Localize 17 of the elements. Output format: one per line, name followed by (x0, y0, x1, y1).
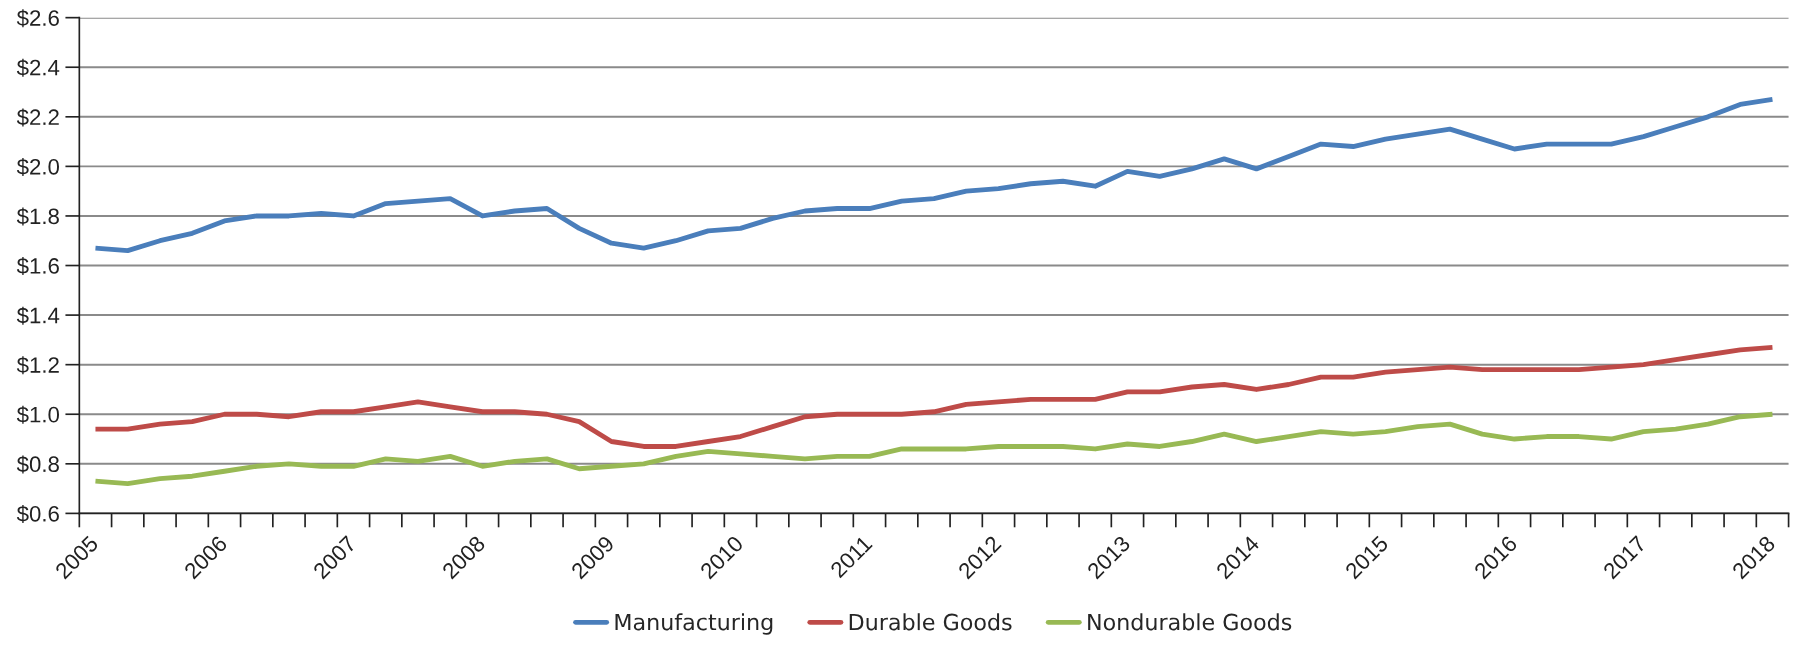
y-tick-label: $2.4 (16, 58, 60, 77)
legend-label: Nondurable Goods (1088, 613, 1292, 631)
line-series (93, 344, 1775, 449)
y-tick-label: $0.8 (16, 455, 59, 474)
y-tick-label: $1.4 (16, 306, 60, 325)
y-tick-label: $2.2 (16, 108, 59, 127)
y-tick-label: $1.8 (16, 207, 59, 226)
y-tick-label: $2.6 (16, 9, 59, 28)
line-series (93, 411, 1775, 487)
y-tick-label: $2.0 (16, 157, 60, 176)
line-series (93, 97, 1775, 254)
legend-label: Durable Goods (849, 613, 1012, 631)
y-tick-label: $1.0 (16, 405, 60, 424)
y-tick-label: $0.6 (16, 504, 59, 523)
y-tick-label: $1.2 (16, 356, 59, 375)
legend-label: Manufacturing (615, 613, 773, 635)
y-tick-label: $1.6 (16, 257, 59, 276)
